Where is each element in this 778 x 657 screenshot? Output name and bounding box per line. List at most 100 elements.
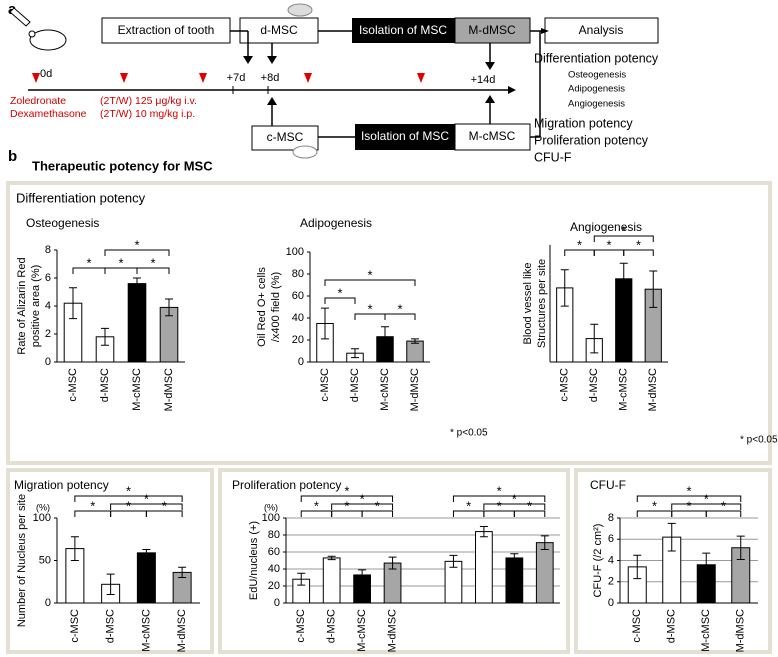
y-tick-label: 100 bbox=[262, 512, 280, 524]
analysis-subitem: Angiogenesis bbox=[568, 99, 625, 110]
significance-mark: * bbox=[118, 255, 123, 270]
analysis-item: Proliferation potency bbox=[534, 133, 649, 147]
significance-mark: * bbox=[134, 237, 139, 252]
y-tick-label: 8 bbox=[608, 512, 614, 524]
y-axis-label: Oil Red O+ cells bbox=[256, 267, 268, 347]
y-tick-label: 0 bbox=[274, 597, 280, 609]
significance-bracket bbox=[145, 510, 183, 517]
significance-mark: * bbox=[162, 498, 167, 513]
section-title: Differentiation potency bbox=[16, 190, 146, 205]
error-bar bbox=[411, 338, 419, 344]
x-tick-label: d-MSC bbox=[105, 609, 117, 643]
box-label: Analysis bbox=[579, 23, 624, 37]
x-tick-label: d-MSC bbox=[99, 368, 111, 402]
y-axis-label: CFU-F (/2 cm²) bbox=[592, 524, 604, 598]
x-tick-label: M-dMSC bbox=[176, 609, 188, 652]
y-tick-label: 40 bbox=[292, 312, 304, 324]
error-bar bbox=[142, 548, 151, 557]
significance-mark: * bbox=[652, 498, 657, 513]
x-tick-label: M-cMSC bbox=[140, 609, 152, 652]
x-tick-label: d-MSC bbox=[326, 609, 338, 643]
box bbox=[352, 18, 455, 43]
error-bar bbox=[479, 526, 488, 538]
section-frame bbox=[574, 468, 772, 654]
significance-mark: * bbox=[686, 483, 691, 498]
bar bbox=[475, 531, 493, 604]
y-axis-label: Number of Nucleus per site bbox=[16, 494, 28, 627]
y-tick-label: 80 bbox=[268, 529, 280, 541]
box-label: Isolation of MSC bbox=[359, 23, 447, 37]
significance-bracket bbox=[705, 510, 742, 517]
x-tick-label: M-cMSC bbox=[618, 368, 630, 411]
box bbox=[355, 124, 455, 150]
error-bar bbox=[702, 552, 711, 577]
error-bar bbox=[327, 555, 336, 561]
analysis-item: Differentiation potency bbox=[534, 51, 659, 65]
x-tick-label: M-dMSC bbox=[735, 609, 747, 652]
y-tick-label: 0 bbox=[298, 356, 304, 368]
error-bar bbox=[106, 573, 115, 595]
x-tick-label: c-MSC bbox=[319, 368, 331, 402]
chart-title: CFU-F bbox=[590, 478, 626, 492]
drug-dose: (2T/W) 125 μg/kg i.v. bbox=[100, 95, 197, 107]
timeline-ticks bbox=[232, 86, 269, 94]
error-bar bbox=[649, 270, 658, 308]
significance-bracket bbox=[324, 297, 356, 304]
x-tick-label: M-dMSC bbox=[386, 609, 398, 652]
y-tick-label: 80 bbox=[292, 268, 304, 280]
error-bar bbox=[69, 287, 77, 320]
panel-title: Therapeutic potency for MSC bbox=[32, 158, 213, 173]
arrowheads bbox=[243, 28, 549, 105]
significance-mark: * bbox=[512, 491, 517, 506]
bar bbox=[406, 340, 424, 363]
significance-mark: * bbox=[606, 237, 611, 252]
x-tick-label: c-MSC bbox=[69, 609, 81, 643]
timeline-label: 0d bbox=[40, 68, 52, 80]
significance-mark: * bbox=[466, 498, 471, 513]
timeline-label: +8d bbox=[261, 72, 280, 84]
chart-title: Proliferation potency bbox=[232, 478, 341, 492]
error-bar bbox=[165, 298, 173, 317]
injection-markers bbox=[32, 73, 425, 83]
error-bar bbox=[381, 326, 389, 348]
y-axis-label: positive area (%) bbox=[30, 265, 42, 348]
box bbox=[544, 17, 659, 44]
y-tick-label: 0 bbox=[45, 597, 51, 609]
significance-mark: * bbox=[150, 255, 155, 270]
x-tick-label: d-MSC bbox=[588, 368, 600, 402]
x-tick-label: d-MSC bbox=[666, 609, 678, 643]
significance-mark: * bbox=[577, 237, 582, 252]
y-axis-unit: (%) bbox=[264, 502, 278, 512]
significance-bracket bbox=[324, 279, 416, 286]
significance-mark: * bbox=[497, 483, 502, 498]
x-tick-label: c-MSC bbox=[631, 609, 643, 643]
box bbox=[239, 17, 319, 44]
significance-mark: * bbox=[344, 483, 349, 498]
error-bar bbox=[619, 262, 628, 295]
x-tick-label: M-dMSC bbox=[647, 368, 659, 411]
bar bbox=[322, 557, 341, 604]
y-tick-label: 8 bbox=[45, 244, 51, 256]
x-tick-label: c-MSC bbox=[295, 609, 307, 643]
significance-bracket bbox=[104, 249, 170, 256]
chart-title: Migration potency bbox=[14, 478, 109, 492]
x-tick-label: M-cMSC bbox=[356, 609, 368, 652]
significance-bracket bbox=[361, 510, 394, 517]
error-bar bbox=[560, 269, 569, 307]
box bbox=[454, 17, 531, 44]
analysis-item: Migration potency bbox=[534, 116, 633, 130]
error-bar bbox=[297, 572, 306, 586]
y-tick-label: 0 bbox=[608, 597, 614, 609]
significance-mark: * bbox=[90, 498, 95, 513]
y-tick-label: 20 bbox=[292, 334, 304, 346]
chart-title: Adipogenesis bbox=[300, 216, 372, 230]
significance-bracket bbox=[671, 503, 742, 510]
significance-mark: * bbox=[367, 267, 372, 282]
section-frame bbox=[218, 468, 570, 654]
significance-mark: * bbox=[636, 237, 641, 252]
box-label: Isolation of MSC bbox=[361, 129, 449, 143]
analysis-subitem: Adipogenesis bbox=[568, 84, 625, 95]
significance-bracket bbox=[483, 503, 546, 510]
error-bar bbox=[449, 554, 458, 568]
